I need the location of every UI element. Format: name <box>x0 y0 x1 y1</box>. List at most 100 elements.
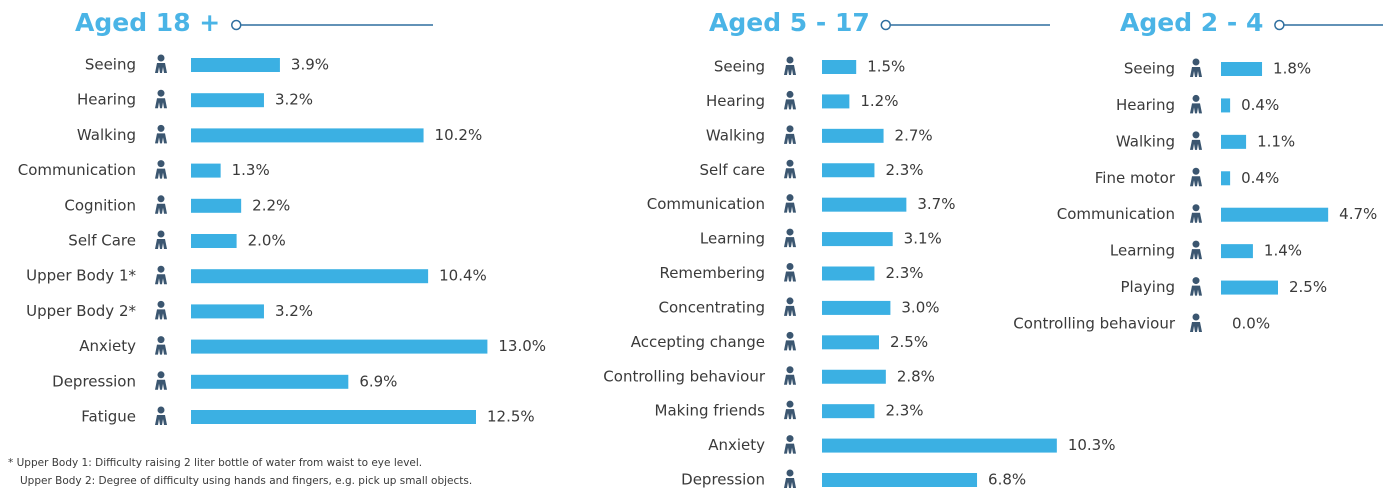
title-dot <box>231 19 242 31</box>
bar <box>191 269 429 284</box>
row-icon <box>784 159 796 179</box>
value-label: 13.0% <box>498 337 546 355</box>
category-label: Upper Body 2* <box>26 302 136 320</box>
value-label: 1.4% <box>1264 242 1302 260</box>
icon-body <box>1190 322 1202 332</box>
category-label: Controlling behaviour <box>603 367 766 385</box>
icon-body <box>155 344 167 355</box>
row-icon <box>155 195 167 214</box>
row-icon <box>784 469 796 488</box>
icon-head <box>1192 277 1200 285</box>
row-icon <box>1190 94 1202 114</box>
row-icon <box>155 89 167 109</box>
icon-body <box>784 305 796 316</box>
bar <box>1221 244 1253 259</box>
bar <box>191 198 242 213</box>
icon-body <box>784 168 796 179</box>
value-label: 2.5% <box>1289 278 1327 296</box>
icon-head <box>786 159 794 167</box>
category-label: Playing <box>1121 278 1175 296</box>
icon-head <box>786 228 794 236</box>
icon-head <box>786 297 794 305</box>
value-label: 0.4% <box>1241 169 1279 187</box>
icon-head <box>786 331 794 339</box>
value-label: 10.4% <box>439 267 487 285</box>
icon-body <box>155 309 167 320</box>
icon-body <box>155 168 167 179</box>
icon-body <box>1190 285 1202 296</box>
icon-head <box>786 263 794 270</box>
row-icon <box>784 263 796 282</box>
category-label: Self care <box>700 161 765 179</box>
row-icon <box>1190 313 1202 332</box>
bar <box>822 163 875 178</box>
icon-head <box>1192 58 1200 66</box>
bar <box>822 438 1057 453</box>
bar <box>1221 280 1278 295</box>
row-icon <box>1190 240 1202 260</box>
value-label: 2.8% <box>897 367 935 385</box>
category-label: Remembering <box>659 264 765 282</box>
icon-body <box>155 415 167 425</box>
icon-head <box>157 195 165 203</box>
category-label: Anxiety <box>79 337 136 355</box>
icon-body <box>784 65 796 75</box>
bar <box>1221 98 1231 113</box>
category-label: Concentrating <box>659 298 765 316</box>
value-label: 0.4% <box>1241 96 1279 114</box>
value-label: 10.3% <box>1068 436 1116 454</box>
chart-title: Aged 18 + <box>75 8 220 37</box>
icon-body <box>784 374 796 385</box>
category-label: Depression <box>52 372 136 390</box>
bar <box>822 404 875 419</box>
category-label: Walking <box>706 126 765 144</box>
icon-head <box>1192 204 1200 212</box>
bar <box>191 234 237 248</box>
value-label: 2.3% <box>885 402 923 420</box>
icon-body <box>784 237 796 248</box>
bar <box>191 163 221 178</box>
icon-body <box>1190 249 1202 260</box>
category-label: Communication <box>647 195 765 213</box>
category-label: Learning <box>1110 242 1175 260</box>
icon-body <box>784 271 796 282</box>
footnote: Upper Body 2: Degree of difficulty using… <box>20 475 472 487</box>
bar <box>822 300 891 315</box>
category-label: Depression <box>681 471 765 489</box>
row-icon <box>155 230 167 249</box>
value-label: 6.8% <box>988 471 1026 489</box>
value-label: 2.2% <box>252 196 290 214</box>
value-label: 0.0% <box>1232 315 1270 333</box>
row-icon <box>155 124 167 144</box>
bar <box>1221 207 1329 222</box>
icon-body <box>155 133 167 144</box>
row-icon <box>155 406 167 425</box>
category-label: Fine motor <box>1095 169 1176 187</box>
icon-body <box>1190 67 1202 77</box>
value-label: 10.2% <box>435 126 483 144</box>
row-icon <box>784 228 796 248</box>
icon-head <box>157 124 165 132</box>
bar <box>822 232 893 247</box>
icon-head <box>157 230 165 238</box>
value-label: 3.2% <box>275 91 313 109</box>
icon-body <box>155 98 167 109</box>
value-label: 4.7% <box>1339 205 1377 223</box>
icon-body <box>784 133 796 144</box>
icon-body <box>1190 176 1202 187</box>
bar <box>191 58 280 72</box>
category-label: Communication <box>1057 205 1175 223</box>
category-label: Making friends <box>655 402 766 420</box>
icon-head <box>1192 94 1200 102</box>
icon-body <box>784 99 796 110</box>
icon-head <box>786 90 794 98</box>
icon-head <box>157 300 165 308</box>
title-dot <box>880 19 892 31</box>
icon-body <box>155 274 167 285</box>
icon-head <box>786 56 794 64</box>
bar <box>1221 134 1247 149</box>
row-icon <box>1190 167 1202 187</box>
row-icon <box>784 331 796 351</box>
icon-body <box>155 379 167 390</box>
